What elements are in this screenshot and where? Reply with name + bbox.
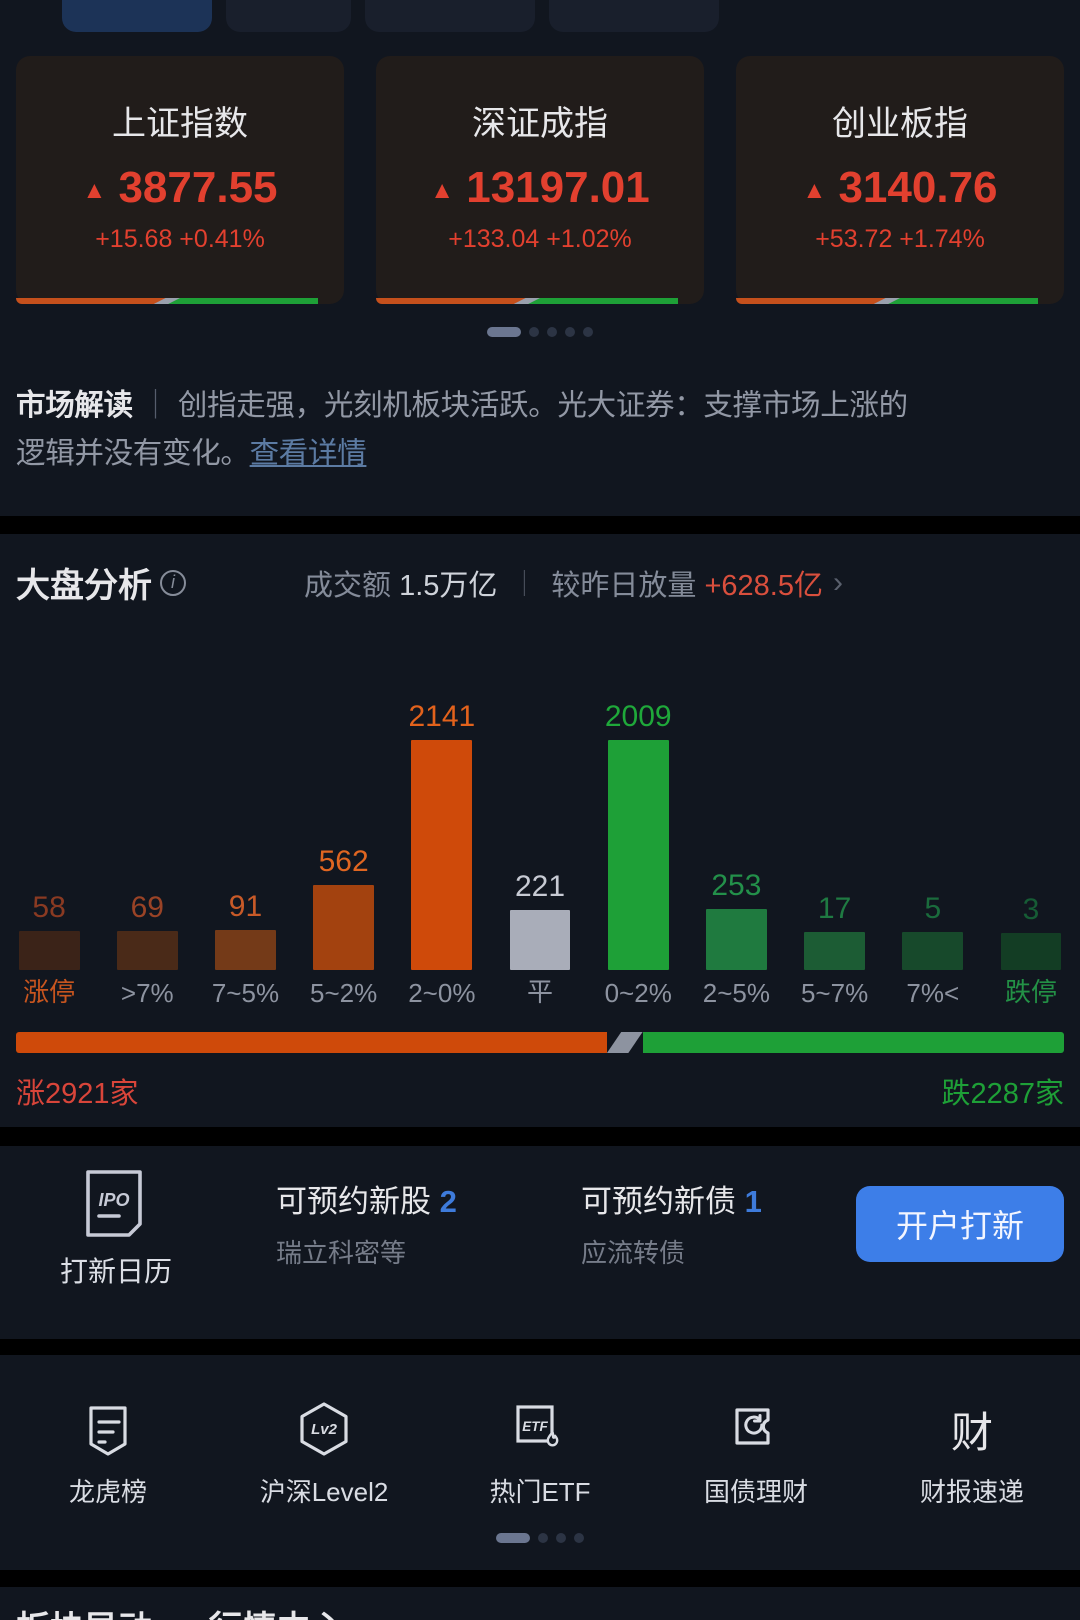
svg-text:Lv2: Lv2 <box>311 1421 338 1438</box>
svg-text:ETF: ETF <box>522 1419 548 1434</box>
svg-text:IPO: IPO <box>98 1190 129 1210</box>
